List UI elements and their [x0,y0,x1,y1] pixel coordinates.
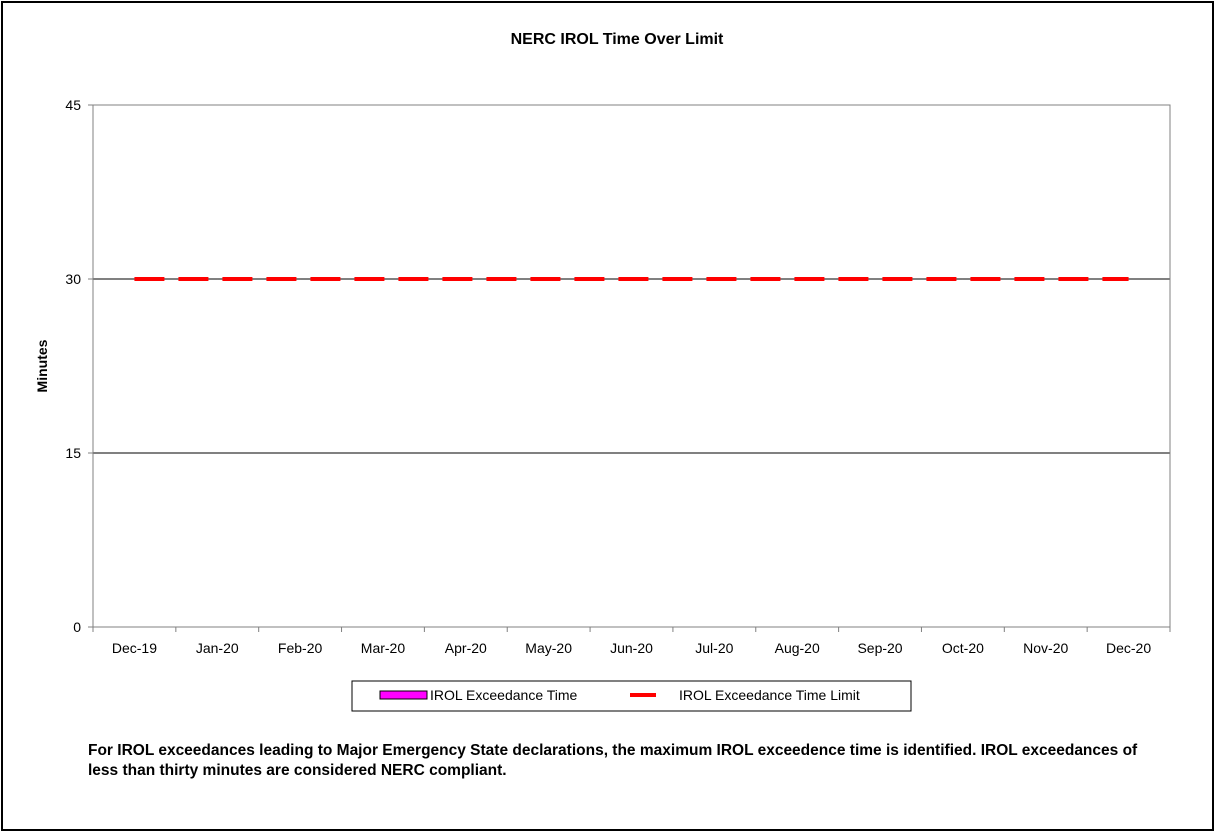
legend: IROL Exceedance Time IROL Exceedance Tim… [351,680,912,712]
x-tick-label: Dec-19 [112,640,157,656]
x-tick-labels: Dec-19 Jan-20 Feb-20 Mar-20 Apr-20 May-20 Jun-… [112,640,1151,656]
grid-lines [93,278,1170,454]
y-tick-label: 15 [65,445,81,461]
y-axis-title: Minutes [34,339,50,392]
x-tick-label: Jul-20 [695,640,733,656]
x-tick-label: Jun-20 [610,640,653,656]
y-tick-label: 0 [73,619,81,635]
plot-area [92,104,1171,628]
y-tick-labels: 0 15 30 45 [65,97,81,635]
legend-label-exceedance-time: IROL Exceedance Time [430,687,578,703]
x-tick-label: Sep-20 [857,640,902,656]
x-tick-label: Mar-20 [361,640,406,656]
x-tick-label: Nov-20 [1023,640,1068,656]
footnote: For IROL exceedances leading to Major Em… [88,742,1138,779]
x-tick-label: Dec-20 [1106,640,1151,656]
y-tick-label: 30 [65,271,81,287]
x-tick-label: Feb-20 [278,640,323,656]
y-tick-label: 45 [65,97,81,113]
x-tick-label: May-20 [525,640,572,656]
x-tick-label: Oct-20 [942,640,984,656]
legend-swatch-bar [379,690,428,700]
legend-label-exceedance-time-limit: IROL Exceedance Time Limit [679,687,860,703]
x-tick-label: Jan-20 [196,640,239,656]
chart-title: NERC IROL Time Over Limit [511,31,724,48]
x-tick-label: Aug-20 [775,640,820,656]
axes [88,104,1171,632]
x-tick-label: Apr-20 [445,640,487,656]
